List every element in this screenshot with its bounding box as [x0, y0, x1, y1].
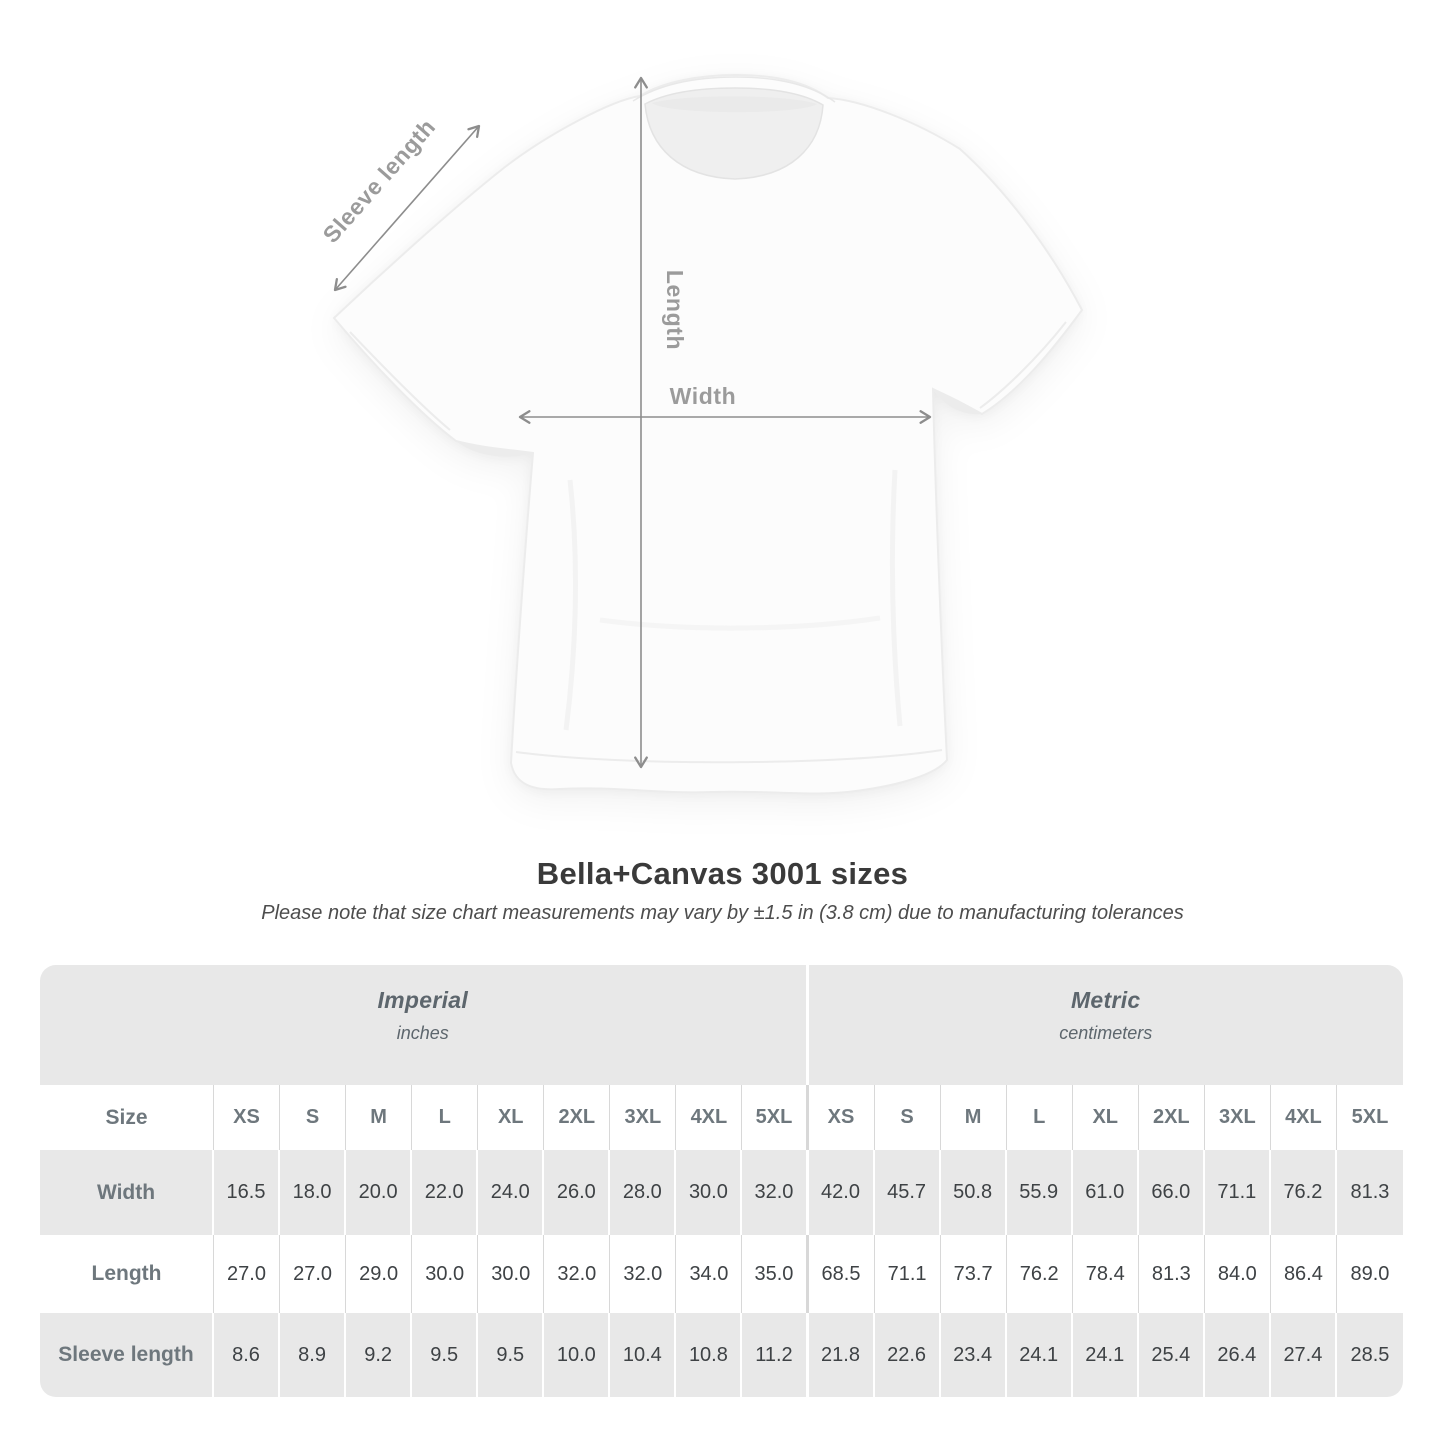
sleeve-length-imperial-2xl-value: 10.0: [544, 1313, 611, 1397]
length-imperial-m-value: 29.0: [346, 1235, 413, 1313]
size-header-metric-s: S: [874, 1085, 941, 1150]
size-header-imperial-l: L: [412, 1085, 479, 1150]
sleeve-length-metric-s-value: 22.6: [874, 1313, 941, 1397]
sleeve-length-metric-l-value: 24.1: [1006, 1313, 1073, 1397]
length-imperial-3xl-value: 32.0: [610, 1235, 677, 1313]
width-imperial-2xl-value: 26.0: [544, 1150, 611, 1235]
row-label-sleeve-length: Sleeve length: [40, 1313, 214, 1397]
width-imperial-4xl-value: 30.0: [676, 1150, 743, 1235]
width-metric-3xl-value: 71.1: [1204, 1150, 1271, 1235]
width-metric-xl-value: 61.0: [1072, 1150, 1139, 1235]
length-imperial-l-value: 30.0: [412, 1235, 479, 1313]
sleeve-length-label: Sleeve length: [318, 114, 441, 248]
length-metric-4xl-value: 86.4: [1270, 1235, 1337, 1313]
width-imperial-m-value: 20.0: [346, 1150, 413, 1235]
width-metric-l-value: 55.9: [1006, 1150, 1073, 1235]
size-column-header: Size: [40, 1085, 214, 1150]
width-imperial-l-value: 22.0: [412, 1150, 479, 1235]
size-header-metric-m: M: [940, 1085, 1007, 1150]
length-metric-l-value: 76.2: [1006, 1235, 1073, 1313]
sleeve-length-metric-2xl-value: 25.4: [1138, 1313, 1205, 1397]
sleeve-length-imperial-3xl-value: 10.4: [610, 1313, 677, 1397]
row-label-width: Width: [40, 1150, 214, 1235]
size-header-imperial-3xl: 3XL: [610, 1085, 677, 1150]
length-label: Length: [662, 270, 688, 350]
length-metric-m-value: 73.7: [940, 1235, 1007, 1313]
length-imperial-2xl-value: 32.0: [544, 1235, 611, 1313]
sleeve-length-imperial-5xl-value: 11.2: [742, 1313, 809, 1397]
size-header-metric-5xl: 5XL: [1336, 1085, 1403, 1150]
size-header-metric-xs: XS: [808, 1085, 875, 1150]
imperial-title: Imperial: [377, 986, 469, 1013]
sleeve-length-metric-3xl-value: 26.4: [1204, 1313, 1271, 1397]
length-metric-xl-value: 78.4: [1072, 1235, 1139, 1313]
size-header-metric-2xl: 2XL: [1138, 1085, 1205, 1150]
sleeve-length-metric-4xl-value: 27.4: [1270, 1313, 1337, 1397]
width-metric-s-value: 45.7: [874, 1150, 941, 1235]
imperial-section-header: Imperial inches: [40, 965, 809, 1085]
width-imperial-xs-value: 16.5: [214, 1150, 281, 1235]
size-header-imperial-s: S: [280, 1085, 347, 1150]
metric-title: Metric: [1070, 986, 1141, 1013]
chart-title: Bella+Canvas 3001 sizes: [536, 856, 909, 891]
width-metric-5xl-value: 81.3: [1336, 1150, 1403, 1235]
size-header-imperial-5xl: 5XL: [742, 1085, 809, 1150]
size-table: Imperial inches Metric centimeters Size X…: [40, 965, 1403, 1397]
length-imperial-xs-value: 27.0: [214, 1235, 281, 1313]
length-imperial-4xl-value: 34.0: [676, 1235, 743, 1313]
size-header-imperial-m: M: [346, 1085, 413, 1150]
width-imperial-s-value: 18.0: [280, 1150, 347, 1235]
size-header-metric-4xl: 4XL: [1270, 1085, 1337, 1150]
tshirt-diagram: Sleeve length Length Width: [318, 73, 1084, 795]
length-imperial-xl-value: 30.0: [478, 1235, 545, 1313]
size-header-imperial-2xl: 2XL: [544, 1085, 611, 1150]
sleeve-length-imperial-4xl-value: 10.8: [676, 1313, 743, 1397]
sleeve-length-imperial-xl-value: 9.5: [478, 1313, 545, 1397]
width-imperial-3xl-value: 28.0: [610, 1150, 677, 1235]
sleeve-length-metric-m-value: 23.4: [940, 1313, 1007, 1397]
length-imperial-s-value: 27.0: [280, 1235, 347, 1313]
chart-subtitle: Please note that size chart measurements…: [261, 902, 1184, 924]
metric-unit: centimeters: [1059, 1022, 1153, 1043]
size-header-imperial-xl: XL: [478, 1085, 545, 1150]
sleeve-length-imperial-xs-value: 8.6: [214, 1313, 281, 1397]
width-metric-2xl-value: 66.0: [1138, 1150, 1205, 1235]
row-label-length: Length: [40, 1235, 214, 1313]
length-metric-xs-value: 68.5: [808, 1235, 875, 1313]
size-header-imperial-4xl: 4XL: [676, 1085, 743, 1150]
metric-section-header: Metric centimeters: [808, 965, 1403, 1085]
sleeve-length-imperial-s-value: 8.9: [280, 1313, 347, 1397]
size-header-metric-l: L: [1006, 1085, 1073, 1150]
width-metric-m-value: 50.8: [940, 1150, 1007, 1235]
width-label: Width: [670, 383, 737, 409]
sleeve-length-metric-xl-value: 24.1: [1072, 1313, 1139, 1397]
length-metric-5xl-value: 89.0: [1336, 1235, 1403, 1313]
length-metric-s-value: 71.1: [874, 1235, 941, 1313]
width-imperial-5xl-value: 32.0: [742, 1150, 809, 1235]
sleeve-length-imperial-l-value: 9.5: [412, 1313, 479, 1397]
length-imperial-5xl-value: 35.0: [742, 1235, 809, 1313]
imperial-unit: inches: [396, 1022, 449, 1043]
sleeve-length-metric-5xl-value: 28.5: [1336, 1313, 1403, 1397]
length-metric-3xl-value: 84.0: [1204, 1235, 1271, 1313]
sleeve-length-arrow: [333, 124, 481, 292]
sleeve-length-metric-xs-value: 21.8: [808, 1313, 875, 1397]
size-header-metric-xl: XL: [1072, 1085, 1139, 1150]
width-metric-4xl-value: 76.2: [1270, 1150, 1337, 1235]
length-metric-2xl-value: 81.3: [1138, 1235, 1205, 1313]
sleeve-length-imperial-m-value: 9.2: [346, 1313, 413, 1397]
width-imperial-xl-value: 24.0: [478, 1150, 545, 1235]
width-metric-xs-value: 42.0: [808, 1150, 875, 1235]
size-header-imperial-xs: XS: [214, 1085, 281, 1150]
size-header-metric-3xl: 3XL: [1204, 1085, 1271, 1150]
tshirt-silhouette: [332, 73, 1084, 795]
